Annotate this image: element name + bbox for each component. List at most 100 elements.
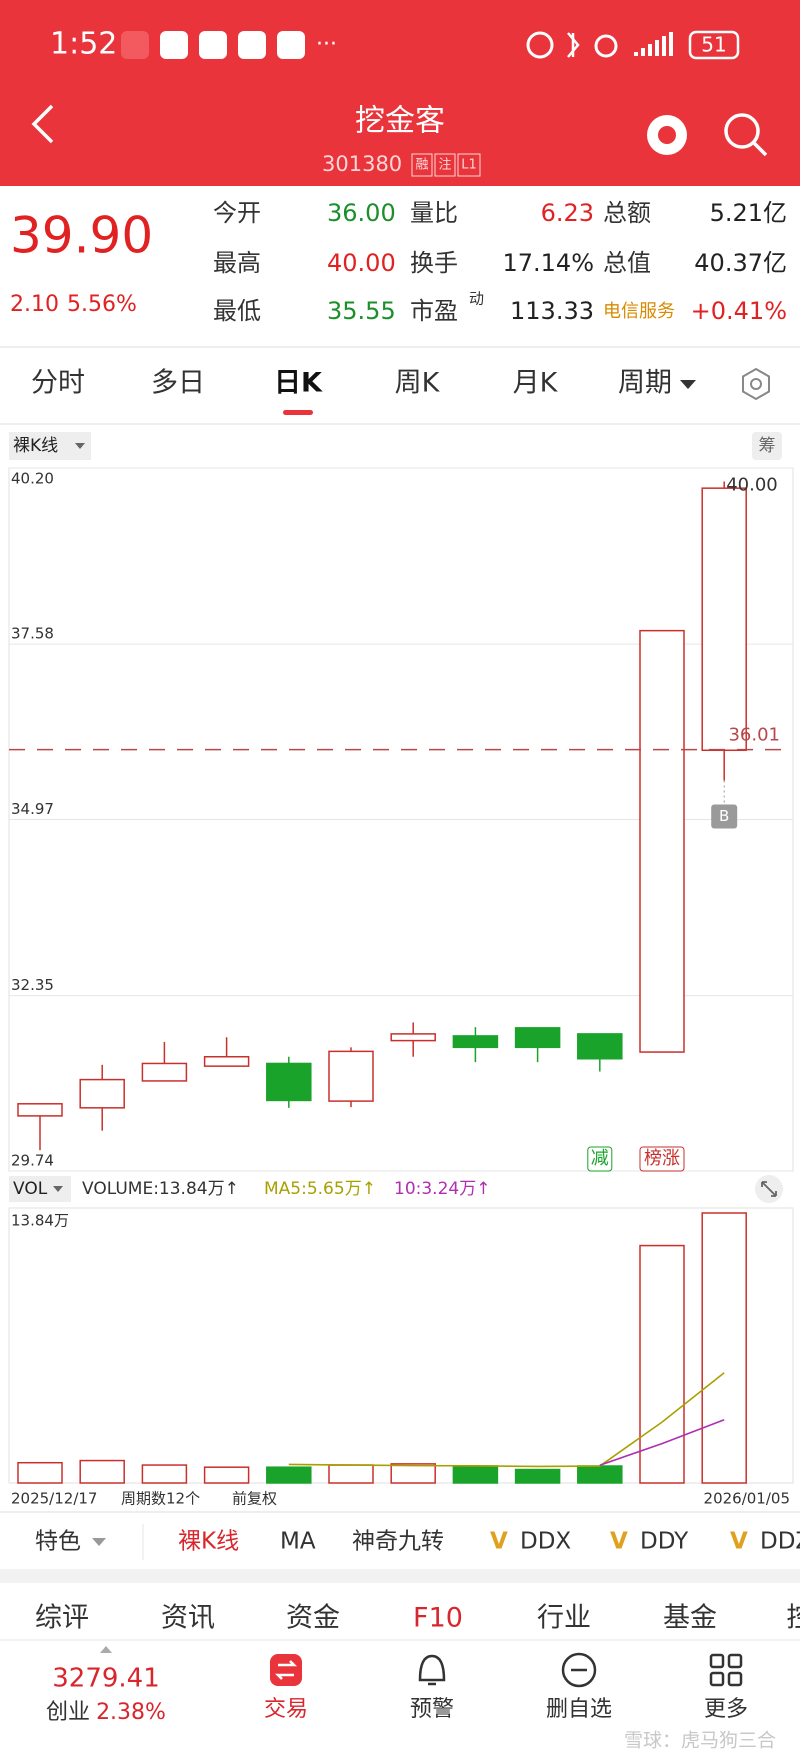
indicator[interactable]: 裸K线	[178, 1529, 239, 1555]
app-icon	[121, 31, 149, 59]
more-icon-cell	[709, 1671, 725, 1687]
app-icon	[277, 31, 305, 59]
sub-tab[interactable]: 基金	[663, 1603, 717, 1634]
period-tab[interactable]: 分时	[31, 368, 85, 399]
index-value[interactable]: 3279.41	[52, 1664, 160, 1694]
quote-value: 5.21亿	[710, 199, 787, 227]
last-price: 39.90	[10, 207, 153, 265]
nav-item[interactable]: 更多	[704, 1697, 748, 1722]
candle-body	[701, 487, 747, 752]
indicator[interactable]: DDZ	[760, 1529, 800, 1555]
nav-item[interactable]: 预警	[410, 1697, 454, 1722]
quote-value: 6.23	[541, 199, 594, 227]
quote-value: 36.00	[327, 199, 396, 227]
badge-text: 注	[438, 158, 451, 173]
back-button[interactable]	[31, 104, 54, 144]
volume-bar	[452, 1465, 499, 1484]
index-name: 创业	[46, 1700, 90, 1725]
volume-bar	[141, 1464, 188, 1484]
signal-label: 减	[591, 1148, 609, 1169]
quote-superscript: 动	[469, 290, 484, 308]
y-tick-label: 34.97	[11, 800, 54, 818]
nav-item[interactable]: 删自选	[546, 1697, 612, 1722]
sub-tab[interactable]: 行业	[537, 1603, 591, 1634]
indicator[interactable]: MA	[280, 1529, 316, 1555]
chip-button[interactable]	[752, 432, 782, 460]
footer-text: 周期数12个	[121, 1490, 200, 1508]
quote-value: +0.41%	[691, 297, 787, 325]
settings-dot	[750, 378, 762, 390]
trade-marker-label: B	[719, 807, 729, 825]
y-tick-label: 32.35	[11, 976, 54, 994]
industry[interactable]: 电信服务	[603, 301, 675, 322]
search-handle	[752, 141, 768, 157]
search-button[interactable]	[724, 113, 760, 149]
sub-tab[interactable]: 资讯	[161, 1603, 215, 1634]
sub-tab[interactable]: 控	[787, 1603, 800, 1634]
status-time: 1:52	[50, 27, 117, 62]
x-tick-label: 2026/01/05	[704, 1490, 790, 1508]
period-tab[interactable]: 周K	[395, 368, 441, 399]
dropdown-arrow	[92, 1538, 106, 1546]
expand-icon	[761, 1181, 777, 1197]
candle-body	[452, 1035, 499, 1049]
candle-body	[639, 629, 685, 1053]
legend-entry: VOLUME:13.84万↑	[82, 1179, 239, 1199]
more-icon-cell	[709, 1653, 725, 1669]
y-tick-label: 13.84万	[11, 1212, 69, 1230]
settings-button[interactable]	[742, 367, 770, 401]
trade-icon	[270, 1654, 302, 1686]
trade-arrows	[274, 1660, 298, 1680]
kline-type-button[interactable]	[9, 432, 91, 460]
period-tab[interactable]: 周期	[618, 368, 672, 399]
signal-icon	[634, 32, 673, 56]
nav-item[interactable]: 交易	[264, 1697, 308, 1722]
chip-label: 筹	[759, 436, 776, 456]
period-tab[interactable]: 多日	[151, 368, 205, 399]
sub-tab[interactable]: 资金	[286, 1603, 340, 1634]
footer-text: 前复权	[232, 1490, 277, 1508]
period-tab-active[interactable]: 日K	[274, 368, 323, 399]
volume-bar	[328, 1464, 374, 1484]
badge	[411, 153, 433, 177]
volume-bar	[701, 1212, 747, 1484]
quote-label: 量比	[410, 199, 458, 227]
vol-button[interactable]	[9, 1176, 71, 1202]
candle-body	[141, 1062, 188, 1082]
y-tick-label: 29.74	[11, 1152, 54, 1170]
candle-body	[266, 1062, 312, 1102]
mascot-eye	[658, 126, 676, 144]
candle-body	[17, 1103, 63, 1117]
v-badge: V	[610, 1529, 628, 1555]
watermark: 雪球：虎马狗三合	[624, 1730, 776, 1752]
signal-badge	[587, 1146, 613, 1172]
indicator[interactable]: 神奇九转	[352, 1529, 444, 1555]
vol-label: VOL	[13, 1179, 48, 1199]
quote-label: 换手	[410, 249, 458, 277]
candle-body	[577, 1033, 623, 1060]
app-icon	[160, 31, 188, 59]
spacer	[0, 1569, 800, 1583]
indicator[interactable]: DDY	[640, 1529, 689, 1555]
quote-value: 40.00	[327, 249, 396, 277]
kline-type: 裸K线	[13, 436, 58, 456]
indicator[interactable]: DDX	[520, 1529, 571, 1555]
badge	[434, 153, 456, 177]
price-line-label: 36.01	[728, 725, 780, 746]
period-tab[interactable]: 月K	[513, 368, 559, 399]
badge-text: 融	[415, 158, 428, 173]
signal-label: 榜涨	[644, 1148, 680, 1169]
badge-text: L1	[461, 158, 477, 173]
volume-bar	[639, 1244, 685, 1484]
sub-tab[interactable]: 综评	[35, 1603, 89, 1634]
legend-entry: MA5:5.65万↑	[264, 1179, 376, 1199]
sub-tab[interactable]: F10	[413, 1603, 463, 1634]
volume-bar	[390, 1463, 436, 1484]
active-indicator	[283, 410, 313, 415]
y-tick-label: 40.20	[11, 470, 54, 488]
volume-bar	[17, 1461, 63, 1484]
indicator-menu[interactable]: 特色	[35, 1529, 81, 1555]
x-tick-label: 2025/12/17	[11, 1490, 97, 1508]
